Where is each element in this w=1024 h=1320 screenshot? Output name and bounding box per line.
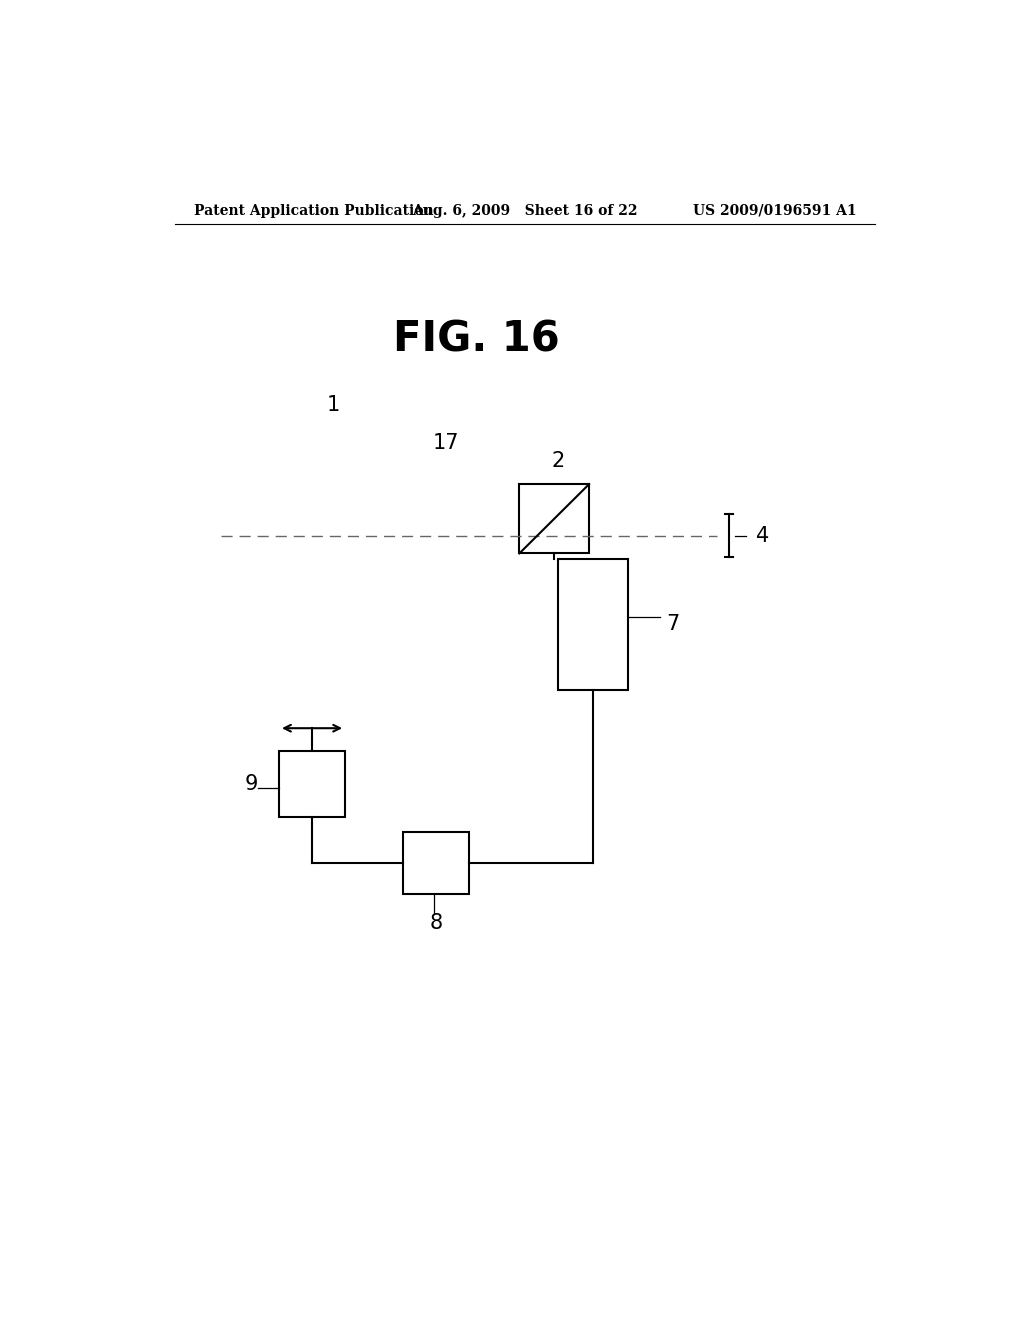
Text: 4: 4 [756, 525, 769, 545]
Bar [280, 751, 345, 817]
Text: 1: 1 [327, 395, 340, 414]
Text: Aug. 6, 2009   Sheet 16 of 22: Aug. 6, 2009 Sheet 16 of 22 [412, 203, 638, 218]
Text: 2: 2 [552, 451, 565, 471]
Bar [519, 484, 589, 553]
Text: US 2009/0196591 A1: US 2009/0196591 A1 [693, 203, 856, 218]
Bar [558, 558, 628, 689]
Text: 8: 8 [429, 913, 442, 933]
Text: Patent Application Publication: Patent Application Publication [194, 203, 433, 218]
Text: FIG. 16: FIG. 16 [393, 318, 560, 360]
Bar [403, 832, 469, 894]
Text: 9: 9 [245, 774, 258, 795]
Text: 7: 7 [667, 614, 680, 634]
Text: 17: 17 [432, 433, 459, 453]
